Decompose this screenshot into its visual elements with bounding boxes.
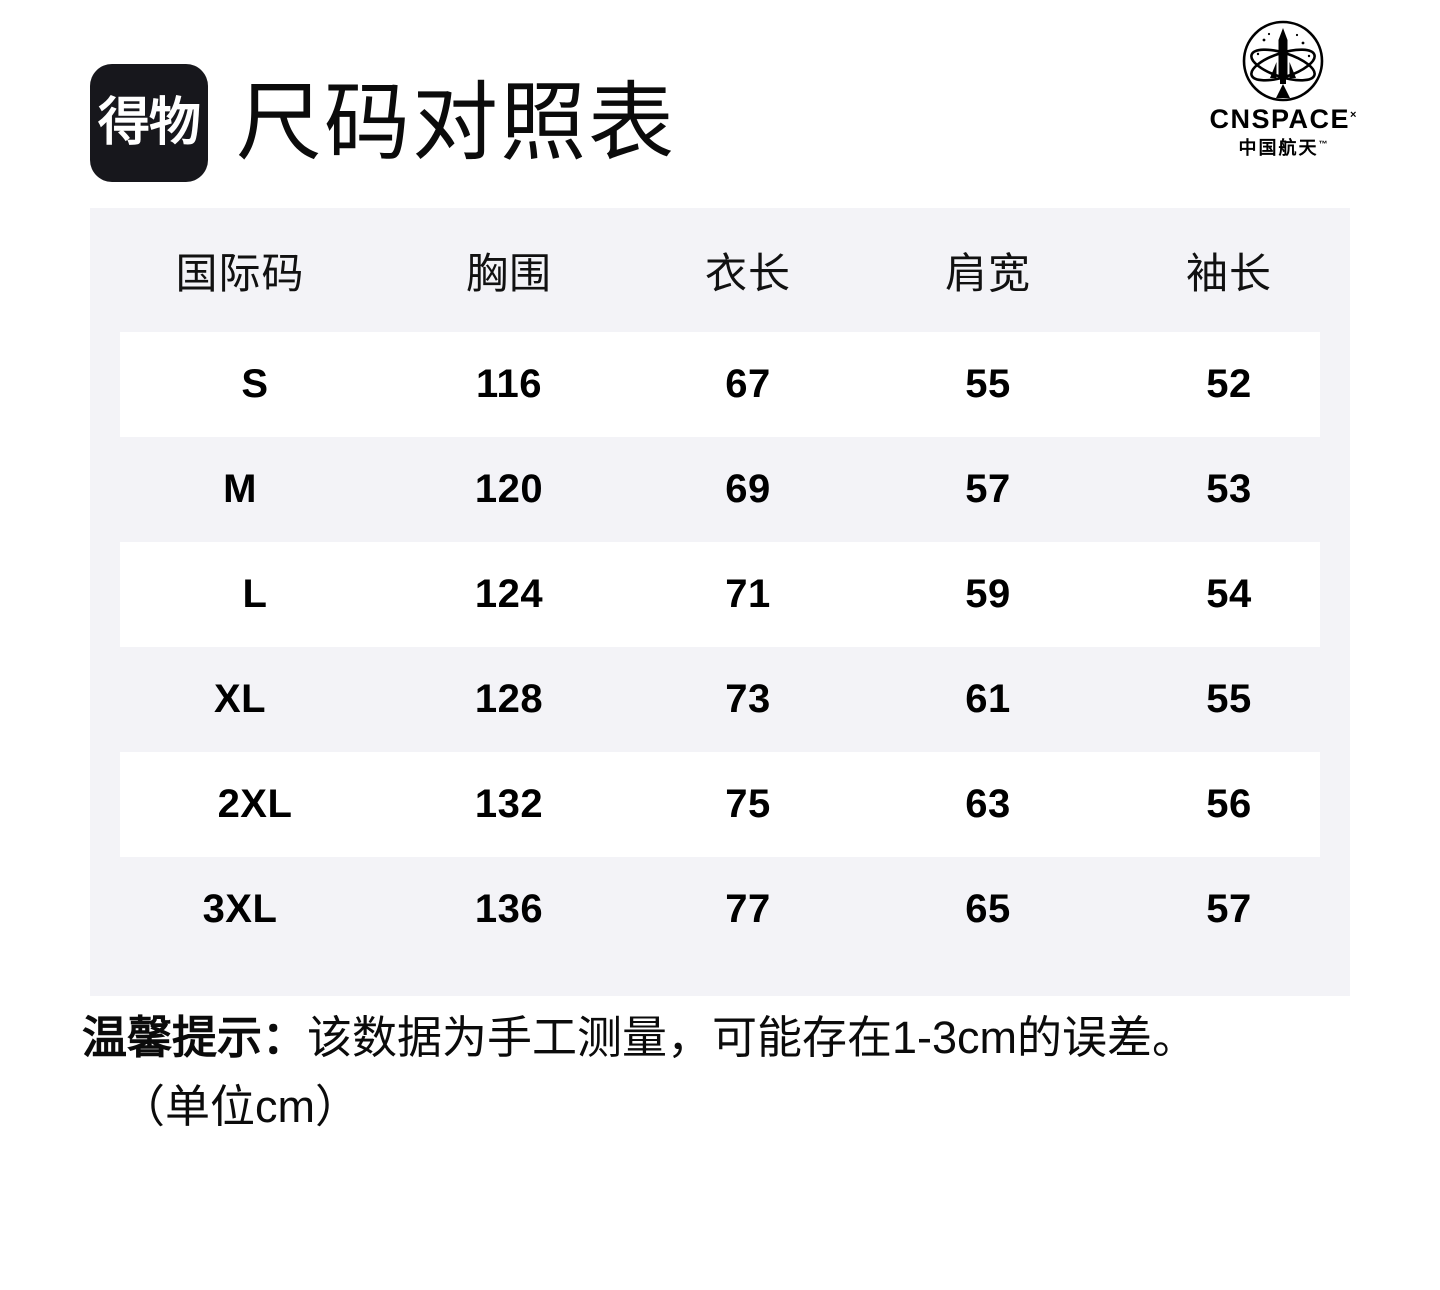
cell-sleeve: 56 <box>1206 782 1252 826</box>
cell-shoulder: 55 <box>965 362 1011 406</box>
table-body: S 116 67 55 52 M 120 69 57 53 L 124 71 5… <box>90 332 1350 962</box>
cell-shoulder: 65 <box>965 887 1011 931</box>
table-row: S 116 67 55 52 <box>120 332 1320 437</box>
cell-shoulder: 63 <box>965 782 1011 826</box>
cell-length: 73 <box>725 677 771 721</box>
cell-sleeve: 52 <box>1206 362 1252 406</box>
cell-length: 77 <box>725 887 771 931</box>
cnspace-wordmark-text: CNSPACE <box>1209 104 1351 134</box>
column-header-sleeve: 袖长 <box>1185 249 1272 297</box>
cell-size: M <box>223 467 257 511</box>
cell-chest: 132 <box>474 782 544 826</box>
page-title: 尺码对照表 <box>236 74 676 171</box>
note-body: 该数据为手工测量，可能存在1-3cm的误差。 <box>307 1012 1198 1063</box>
cell-chest: 136 <box>474 887 544 931</box>
note-label: 温馨提示： <box>82 1012 308 1063</box>
table-row: M 120 69 57 53 <box>90 437 1350 542</box>
cell-shoulder: 57 <box>965 467 1011 511</box>
dewu-logo: 得物 <box>90 63 208 182</box>
dewu-logo-text: 得物 <box>97 93 201 152</box>
rocket-orbit-emblem-icon <box>1242 20 1324 102</box>
column-header-length: 衣长 <box>704 249 791 297</box>
cell-sleeve: 57 <box>1206 887 1252 931</box>
brand-block: 得物 尺码对照表 <box>90 22 676 223</box>
cell-sleeve: 55 <box>1206 677 1252 721</box>
column-header-shoulder: 肩宽 <box>944 249 1031 297</box>
cnspace-wordmark-mark: × <box>1350 109 1357 121</box>
table-row: 3XL 136 77 65 57 <box>90 857 1350 962</box>
page-header: 得物 尺码对照表 <box>0 0 1440 182</box>
column-header-chest: 胸围 <box>465 249 552 297</box>
column-header-size: 国际码 <box>175 249 305 297</box>
size-chart-table: 国际码 胸围 衣长 肩宽 袖长 S 116 67 55 52 M 120 69 … <box>90 208 1350 996</box>
cell-size: 2XL <box>217 782 293 826</box>
table-row: XL 128 73 61 55 <box>90 647 1350 752</box>
cell-length: 71 <box>725 572 771 616</box>
cnspace-chinese-name: 中国航天™ <box>1239 139 1328 157</box>
cell-chest: 124 <box>474 572 544 616</box>
cell-chest: 116 <box>475 362 543 406</box>
note-line-primary: 温馨提示：该数据为手工测量，可能存在1-3cm的误差。 <box>82 1008 1362 1067</box>
table-row: 2XL 132 75 63 56 <box>120 752 1320 857</box>
cell-chest: 128 <box>474 677 544 721</box>
cell-sleeve: 54 <box>1206 572 1252 616</box>
cell-length: 75 <box>725 782 771 826</box>
cnspace-wordmark: CNSPACE× <box>1210 106 1357 133</box>
cnspace-logo: CNSPACE× 中国航天™ <box>1208 18 1358 157</box>
cell-shoulder: 61 <box>965 677 1011 721</box>
cnspace-chinese-text: 中国航天 <box>1238 138 1319 158</box>
note-unit-line: （单位cm） <box>120 1081 360 1133</box>
cell-length: 67 <box>725 362 771 406</box>
cell-size: L <box>242 572 268 616</box>
cell-sleeve: 53 <box>1206 467 1252 511</box>
measurement-note: 温馨提示：该数据为手工测量，可能存在1-3cm的误差。 （单位cm） <box>82 1008 1362 1137</box>
table-row: L 124 71 59 54 <box>120 542 1320 647</box>
table-header-row: 国际码 胸围 衣长 肩宽 袖长 <box>90 208 1350 332</box>
cell-size: 3XL <box>202 887 278 931</box>
trademark-symbol: ™ <box>1318 139 1328 149</box>
cell-chest: 120 <box>474 467 544 511</box>
cell-size: XL <box>213 677 267 721</box>
cell-shoulder: 59 <box>965 572 1011 616</box>
cell-length: 69 <box>725 467 771 511</box>
cell-size: S <box>241 362 269 406</box>
